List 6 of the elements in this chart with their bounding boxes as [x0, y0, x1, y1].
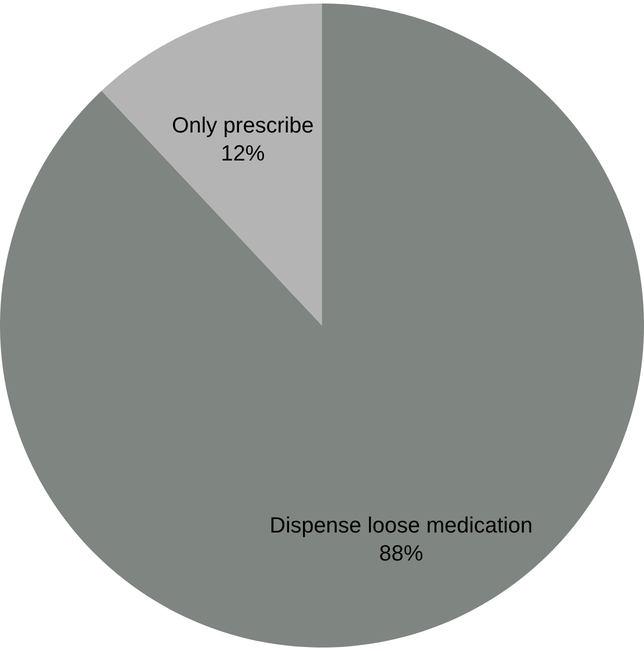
data-label: 88% [379, 540, 424, 566]
data-label: 12% [220, 140, 265, 166]
pie-slice [102, 4, 322, 326]
slice-label: Only prescribe [172, 112, 314, 138]
pie-slice [0, 4, 644, 648]
slice-label: Dispense loose medication [270, 512, 533, 538]
